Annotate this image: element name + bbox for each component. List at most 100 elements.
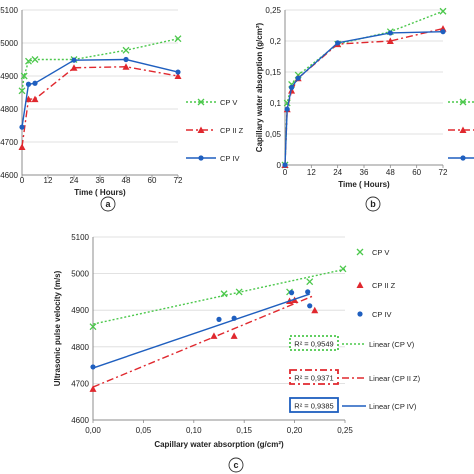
y-tick-label: 0,05 (265, 130, 281, 139)
x-tick-label: 36 (96, 176, 105, 185)
x-axis-title: Time ( Hours) (74, 188, 126, 197)
x-tick-label: 72 (439, 168, 448, 177)
y-tick-label: 4800 (0, 105, 18, 114)
legend-marker (197, 98, 205, 106)
panel-label: c (233, 460, 238, 470)
data-point-b (220, 290, 228, 298)
series-line-cp-v (284, 10, 444, 166)
x-axis-title: Capillary water absorption (g/cm²) (154, 440, 284, 449)
data-point-b (25, 57, 32, 65)
legend-marker (357, 311, 363, 317)
legend-marker (197, 126, 205, 133)
data-point (18, 87, 26, 95)
x-tick-label: 0 (20, 176, 25, 185)
data-point (25, 57, 32, 65)
y-tick-label: 0,1 (270, 99, 282, 108)
legend-trend-label: Linear (CP IV) (369, 402, 417, 411)
data-point (25, 95, 32, 103)
data-point-b (174, 35, 182, 43)
data-point (288, 84, 295, 91)
x-tick-label: 48 (122, 176, 131, 185)
data-point (174, 35, 182, 43)
panel-label-circle (365, 196, 381, 212)
data-point (216, 316, 222, 322)
data-point (175, 69, 181, 75)
data-point (235, 288, 243, 296)
data-point (339, 265, 347, 273)
r2-label: R² = 0,9371 (294, 374, 333, 383)
data-point (284, 106, 290, 112)
x-tick-label: 24 (333, 168, 342, 177)
data-point-b (306, 278, 314, 286)
data-point-b (439, 7, 447, 15)
data-point (440, 29, 446, 35)
r2-box (289, 397, 339, 413)
legend-label: CP V (372, 248, 389, 257)
y-axis-title: Capillary water absorption (g/cm²) (255, 22, 264, 152)
data-point (70, 64, 78, 71)
y-tick-label: 0,25 (265, 6, 281, 15)
trend-line-cp-ii-z (92, 294, 316, 388)
y-axis-title: Ultrasonic pulse velocity (m/s) (53, 270, 62, 386)
trend-line-cp-v (92, 268, 346, 325)
data-point-b (89, 323, 97, 331)
x-tick-label: 0,15 (236, 426, 252, 435)
x-tick-label: 12 (307, 168, 316, 177)
legend-label: CP II Z (220, 126, 244, 135)
data-point-b (235, 288, 243, 296)
data-point (306, 278, 314, 286)
x-axis-title: Time ( Hours) (338, 180, 390, 189)
legend-marker (356, 281, 364, 288)
data-point (311, 306, 319, 314)
series-line-cp-v (21, 38, 179, 91)
data-point (32, 80, 38, 86)
data-point (25, 81, 32, 87)
data-point (90, 364, 96, 370)
x-tick-label: 0,05 (136, 426, 152, 435)
legend-marker (459, 98, 467, 106)
y-tick-label: 5000 (0, 39, 18, 48)
x-tick-label: 60 (148, 176, 157, 185)
y-tick-label: 4700 (0, 138, 18, 147)
r2-box (289, 335, 339, 351)
legend-label: CP IV (372, 310, 391, 319)
data-point (89, 385, 97, 392)
panel-c-chart: 4600 4700 4800 4900 5000 5100 0,00 0,05 0,10 0,15… (53, 233, 421, 473)
x-tick-label: 0 (283, 168, 288, 177)
y-tick-label: 4700 (71, 379, 89, 388)
series-line-cp-ii-z (21, 66, 179, 148)
data-point (231, 315, 237, 321)
series-line-cp-ii-z (284, 27, 444, 166)
x-tick-label: 60 (412, 168, 421, 177)
data-point (174, 72, 182, 79)
legend-marker-b (197, 98, 205, 106)
y-tick-label: 0,15 (265, 68, 281, 77)
data-point (18, 143, 26, 150)
x-tick-label: 0,20 (287, 426, 303, 435)
x-tick-label: 0,25 (337, 426, 353, 435)
legend-marker-b (356, 248, 364, 256)
data-point (295, 75, 301, 81)
data-point-b (122, 46, 130, 54)
data-point (31, 95, 39, 103)
x-tick-label: 24 (70, 176, 79, 185)
legend-label: CP V (220, 98, 237, 107)
y-tick-label: 4900 (0, 72, 18, 81)
data-point (89, 323, 97, 331)
trend-line-cp-iv (92, 293, 310, 369)
x-tick-label: 0,00 (85, 426, 101, 435)
data-point-b (31, 56, 39, 63)
panel-b-chart: 0 0,05 0,1 0,15 0,2 0,25 0 12 24 36 48 60 72 Time ( H… (255, 6, 474, 212)
x-tick-label: 12 (44, 176, 53, 185)
x-tick-label: 72 (174, 176, 183, 185)
data-point (230, 332, 238, 339)
panel-label-circle (228, 457, 244, 473)
r2-box (289, 369, 339, 385)
data-point (220, 290, 228, 298)
x-tick-label: 36 (360, 168, 369, 177)
panel-label: b (370, 199, 376, 209)
legend-marker (356, 248, 364, 256)
legend-trend-label: Linear (CP II Z) (369, 374, 421, 383)
data-point (282, 162, 288, 168)
